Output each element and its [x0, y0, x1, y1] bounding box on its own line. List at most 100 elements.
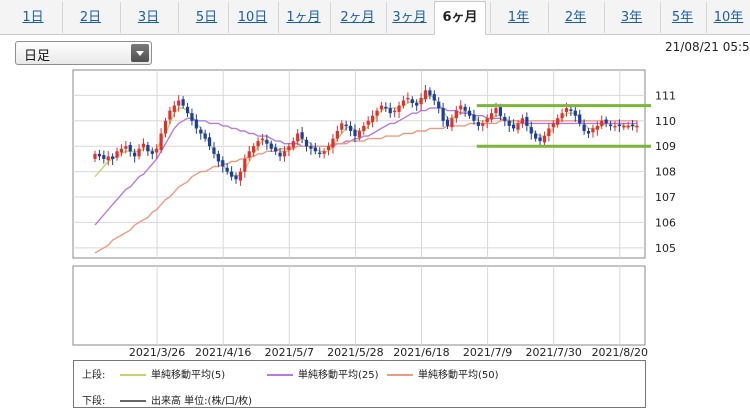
candle-body-3 — [106, 156, 110, 161]
candle-body-8 — [128, 144, 132, 152]
candle-body-9 — [133, 152, 137, 157]
candle-body-48 — [304, 139, 309, 147]
candle-body-117 — [608, 124, 613, 127]
tab-10[interactable]: 2年 — [548, 2, 602, 33]
tab-11[interactable]: 3年 — [604, 2, 658, 33]
tab-9[interactable]: 1年 — [490, 2, 546, 33]
tab-3[interactable]: 5日 — [178, 2, 234, 33]
candle-body-39 — [265, 139, 269, 144]
candle-period-select[interactable]: 日足 — [15, 41, 152, 65]
candle-body-13 — [150, 151, 154, 154]
candle-body-107 — [564, 108, 569, 112]
y-tick-label-0: 105 — [655, 242, 676, 255]
candle-body-77 — [432, 94, 436, 101]
candle-body-34 — [243, 158, 247, 172]
candle-body-91 — [494, 108, 498, 114]
candle-body-36 — [252, 146, 256, 153]
candle-body-0 — [93, 153, 97, 159]
tab-2[interactable]: 3日 — [120, 2, 176, 33]
candle-body-41 — [274, 147, 278, 152]
candle-body-76 — [428, 90, 432, 96]
period-tabs: 1日 2日 3日 5日 10日 1ヶ月 2ヶ月 3ヶ月 6ヶ月 1年 2年 3年 5年 10年 — [0, 0, 750, 35]
candle-body-66 — [384, 106, 388, 109]
candle-body-90 — [489, 113, 494, 120]
candle-body-74 — [419, 97, 423, 105]
candle-body-118 — [613, 125, 617, 128]
legend-sma25: 単純移動平均(25) — [267, 366, 379, 381]
candle-body-70 — [401, 100, 406, 106]
candle-body-27 — [212, 147, 216, 154]
candle-body-80 — [445, 119, 450, 126]
candle-body-104 — [551, 123, 555, 128]
y-tick-label-1: 106 — [655, 216, 676, 229]
candle-body-61 — [362, 125, 366, 131]
candle-body-81 — [450, 118, 454, 128]
candle-body-103 — [547, 128, 551, 137]
x-tick-label-2: 2021/5/7 — [265, 346, 314, 359]
candle-body-55 — [335, 130, 339, 139]
tab-12[interactable]: 5年 — [660, 2, 704, 33]
tab-0[interactable]: 1日 — [22, 10, 44, 25]
legend-volume-label: 出来高 単位:(株/口/枚) — [151, 396, 253, 407]
candle-body-86 — [472, 114, 476, 121]
candle-body-78 — [437, 101, 441, 109]
legend-sma5: 単純移動平均(5) — [120, 366, 225, 381]
candle-body-83 — [459, 105, 463, 110]
candle-body-35 — [247, 151, 251, 158]
candle-body-89 — [485, 118, 489, 123]
tab-6[interactable]: 2ヶ月 — [330, 2, 384, 33]
candle-body-98 — [525, 117, 529, 126]
tab-4[interactable]: 10日 — [228, 2, 276, 33]
candle-body-46 — [296, 133, 300, 142]
candle-body-119 — [617, 124, 621, 127]
candle-body-92 — [498, 106, 502, 116]
y-tick-label-2: 107 — [655, 191, 676, 204]
candle-body-75 — [423, 90, 428, 100]
candle-body-59 — [353, 129, 357, 137]
legend-sma50-label: 単純移動平均(50) — [418, 370, 499, 381]
candle-body-11 — [141, 143, 146, 148]
legend-sma5-swatch — [120, 374, 146, 376]
candle-body-23 — [194, 119, 198, 129]
candle-body-68 — [393, 110, 397, 113]
candle-body-44 — [287, 146, 291, 151]
x-tick-label-5: 2021/7/9 — [463, 346, 512, 359]
legend-sma50-swatch — [387, 374, 413, 376]
candle-body-52 — [322, 151, 326, 154]
candle-body-114 — [595, 125, 599, 130]
tab-13[interactable]: 10年 — [706, 2, 750, 33]
candle-body-121 — [626, 125, 630, 128]
candle-body-112 — [586, 130, 591, 134]
sma-line-0 — [94, 94, 637, 178]
candle-body-16 — [163, 120, 168, 134]
x-tick-label-3: 2021/5/28 — [327, 346, 383, 359]
tab-1[interactable]: 2日 — [62, 2, 118, 33]
candle-body-47 — [300, 132, 304, 139]
candle-body-49 — [309, 146, 313, 149]
tab-8[interactable]: 6ヶ月 — [434, 1, 486, 35]
x-tick-label-4: 2021/6/18 — [393, 346, 449, 359]
candle-body-65 — [379, 105, 384, 110]
candle-body-63 — [371, 115, 375, 123]
candle-body-64 — [375, 110, 379, 116]
candle-body-21 — [185, 106, 190, 114]
candle-body-18 — [172, 105, 176, 112]
candle-body-109 — [573, 110, 577, 116]
tab-5[interactable]: 1ヶ月 — [278, 2, 328, 33]
candle-body-17 — [168, 110, 172, 120]
candle-body-5 — [115, 151, 119, 158]
candle-period-value: 日足 — [24, 49, 51, 64]
candle-body-2 — [102, 155, 106, 159]
chevron-down-icon[interactable] — [131, 44, 149, 62]
candle-body-88 — [481, 123, 485, 126]
candle-body-113 — [591, 128, 595, 133]
legend-volume: 出来高 単位:(株/口/枚) — [120, 392, 252, 407]
candle-body-95 — [512, 124, 516, 129]
candle-body-42 — [278, 152, 282, 157]
y-tick-label-6: 111 — [655, 89, 676, 102]
candle-body-57 — [344, 124, 348, 127]
candle-body-31 — [230, 171, 234, 177]
candle-body-12 — [146, 144, 150, 152]
candle-body-7 — [124, 146, 128, 149]
tab-7[interactable]: 3ヶ月 — [386, 2, 432, 33]
